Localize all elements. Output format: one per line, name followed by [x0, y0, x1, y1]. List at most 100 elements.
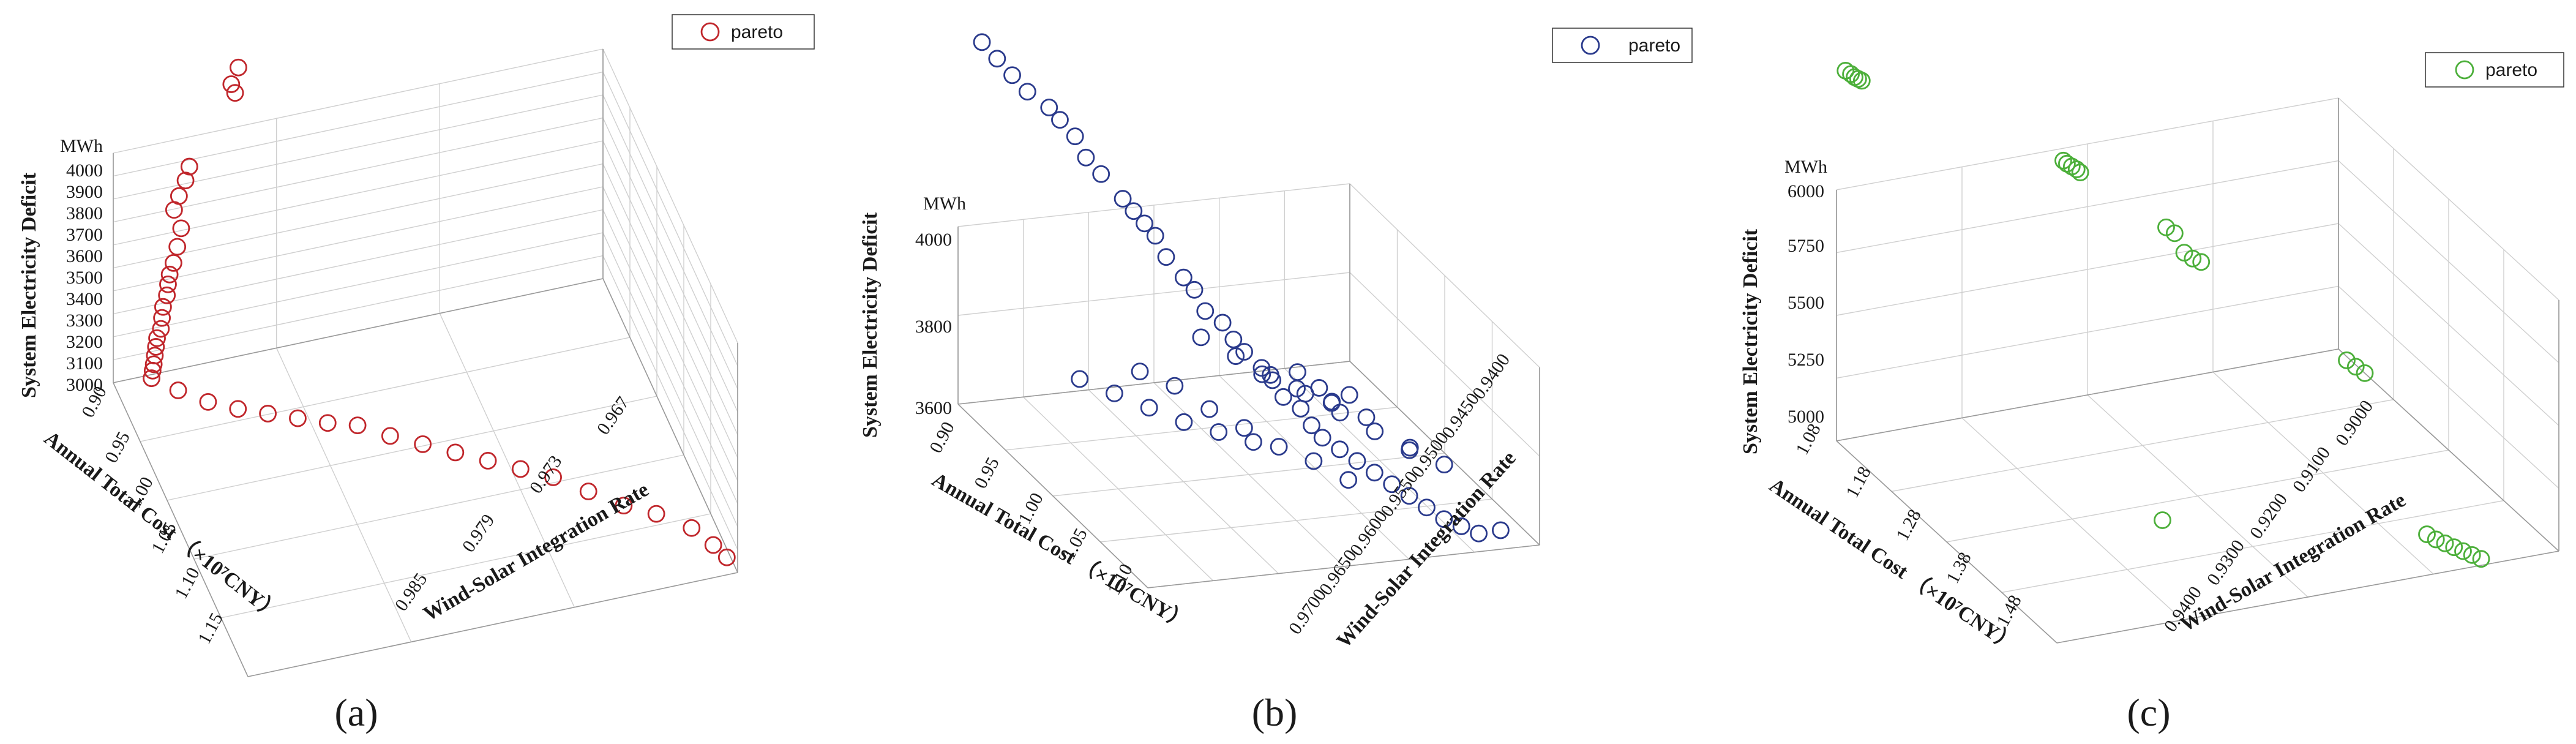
chart-a-z-tick: 3100	[66, 353, 103, 374]
chart-b-x-tick: 0.95	[970, 454, 1003, 492]
chart-a-data-point	[229, 400, 247, 418]
chart-b-data-point	[1400, 487, 1418, 505]
chart-b-frame-edge	[957, 361, 1350, 405]
chart-a-data-point	[160, 265, 179, 284]
chart-b-data-point	[1365, 464, 1383, 482]
chart-a-z-axis-label: System Electricity Deficit	[18, 172, 40, 398]
chart-c-frame-edge	[2338, 348, 2559, 552]
chart-a-data-point	[226, 84, 244, 102]
chart-a-y-tick: 0.967	[593, 393, 634, 438]
chart-b-frame-edge	[1349, 361, 1540, 546]
chart-b-data-point	[1196, 302, 1215, 320]
chart-b-legend-label: pareto	[1628, 36, 1680, 56]
chart-a-data-point	[414, 435, 432, 453]
chart-a-gridline	[602, 94, 738, 389]
chart-panel-b: 3600 3800 4000 MWh System Electricity De…	[859, 28, 1693, 734]
chart-b-z-tick: 4000	[915, 230, 952, 250]
chart-a-data-point	[511, 460, 530, 478]
chart-b-data-point	[1200, 400, 1219, 418]
chart-b-data-point	[1313, 429, 1331, 447]
chart-a-gridline	[113, 140, 604, 246]
chart-c-data-point	[2454, 542, 2472, 560]
panel-label-a: (a)	[334, 691, 378, 734]
chart-c-frame-edge	[1836, 348, 2339, 442]
chart-a-gridline	[140, 337, 631, 442]
chart-a-data-point	[169, 381, 187, 399]
chart-b-data-point	[1452, 517, 1470, 535]
chart-a-data-point	[153, 309, 171, 327]
chart-a-frame-edge	[247, 572, 738, 677]
chart-a-data-point	[152, 320, 170, 338]
chart-c-data-point	[2154, 511, 2171, 529]
chart-a-data-point	[147, 338, 165, 356]
chart-b-data-point	[1213, 314, 1232, 332]
chart-c-legend-marker	[2455, 60, 2474, 80]
chart-c-gridline	[1961, 417, 2183, 621]
chart-b-data-point	[1305, 452, 1323, 470]
chart-a-gridline	[167, 396, 657, 501]
chart-b-gridline	[1023, 396, 1214, 581]
chart-b-data-point	[1175, 413, 1193, 431]
chart-b-data-point	[1491, 521, 1510, 539]
chart-b-data-point	[1131, 363, 1149, 381]
chart-b-gridline	[1153, 382, 1344, 567]
chart-c-data-point	[2427, 530, 2445, 549]
chart-b-data-point	[1051, 111, 1069, 129]
chart-c-gridlines	[1836, 97, 2559, 644]
chart-c-frame-edge	[1836, 440, 2057, 644]
chart-b-y-tick: 0.9550	[1377, 468, 1422, 521]
chart-b-z-axis-label: System Electricity Deficit	[859, 212, 882, 438]
chart-a-gridline	[113, 186, 604, 291]
chart-b-data-point	[1224, 330, 1243, 348]
chart-c-data-point	[1852, 72, 1871, 90]
chart-a-z-tick: 3500	[66, 268, 103, 288]
chart-a-z-tick: 4000	[66, 160, 103, 181]
chart-c-data-point	[2165, 224, 2184, 242]
chart-panel-c: 5000 5250 5500 5750 6000 MWh System Elec…	[1739, 52, 2564, 734]
chart-b-y-tick: 0.9700	[1285, 585, 1330, 639]
chart-a-gridline	[193, 454, 684, 560]
chart-b-data-point	[1185, 280, 1204, 299]
chart-c-frame-edge	[2056, 550, 2559, 644]
chart-a-frame-edge	[113, 278, 604, 383]
chart-c-data-point	[2067, 160, 2086, 178]
chart-c-data-point	[2418, 525, 2436, 543]
chart-a-y-axis-label: Wind-Solar Integration Rate	[420, 478, 653, 626]
chart-b-data-point	[1092, 165, 1110, 183]
chart-b-points	[973, 33, 1510, 543]
chart-c-legend: pareto	[2425, 52, 2564, 88]
chart-c-x-tick: 1.28	[1892, 506, 1925, 544]
chart-c-data-point	[2071, 163, 2089, 181]
chart-b-data-point	[1071, 370, 1089, 388]
chart-c-points	[1837, 62, 2490, 568]
chart-b-x-tick: 0.90	[926, 418, 959, 456]
chart-b-data-point	[1235, 419, 1253, 437]
chart-c-data-point	[2436, 534, 2454, 552]
chart-a-gridline	[220, 513, 711, 618]
chart-a-frame-edge	[602, 278, 738, 573]
chart-b-data-point	[1136, 214, 1153, 233]
chart-a-z-ticks: 3000 3100 3200 3300 3400 3500 3600 3700 …	[66, 160, 103, 395]
chart-a-z-tick: 3400	[66, 289, 103, 309]
chart-a-data-point	[647, 505, 665, 523]
chart-a-data-point	[289, 409, 307, 427]
chart-c-data-point	[2472, 550, 2490, 568]
chart-b-data-point	[1192, 328, 1210, 347]
chart-a-gridline	[439, 313, 575, 607]
chart-a-gridline	[113, 255, 604, 361]
chart-c-y-axis-label: Wind-Solar Integration Rate	[2177, 489, 2410, 636]
chart-a-gridline	[602, 163, 738, 458]
chart-a-data-point	[154, 298, 172, 316]
chart-a-data-point	[717, 548, 736, 566]
chart-b-data-point	[1166, 377, 1184, 395]
chart-b-data-point	[1227, 347, 1245, 365]
chart-b-data-point	[1066, 127, 1084, 146]
chart-b-frame-edge	[1147, 544, 1540, 588]
chart-a-data-point	[158, 286, 176, 304]
chart-b-data-point	[1003, 66, 1021, 85]
chart-c-y-tick: 0.9100	[2289, 443, 2334, 497]
chart-c-x-tick: 1.18	[1842, 463, 1875, 501]
chart-a-gridline	[602, 140, 738, 435]
chart-a-z-tick: 3700	[66, 225, 103, 245]
chart-a-gridline	[602, 232, 738, 527]
